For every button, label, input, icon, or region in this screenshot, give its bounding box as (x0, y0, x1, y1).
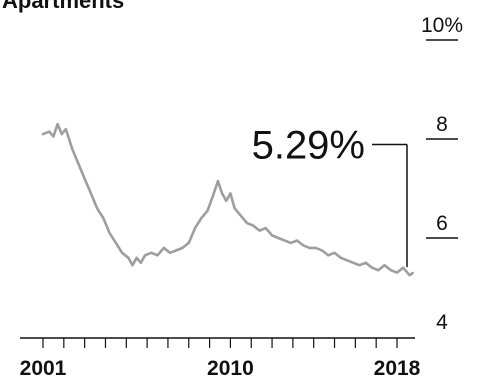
y-tick-label: 4 (436, 311, 448, 334)
plot-area (41, 122, 414, 277)
y-tick-label: 10% (421, 14, 463, 37)
y-tick-label: 6 (436, 212, 448, 235)
chart-axes: 2001 2010 2018 10% 8 6 4 (20, 14, 463, 380)
series-line (41, 122, 414, 277)
y-tick-label: 8 (436, 113, 448, 136)
x-tick-label: 2010 (207, 357, 254, 380)
annotation-label: 5.29% (252, 123, 365, 167)
annotation-group: 5.29% (252, 123, 408, 268)
x-tick-label: 2018 (374, 357, 421, 380)
x-tick-label: 2001 (20, 357, 67, 380)
chart-subtitle: Apartments (2, 0, 124, 13)
